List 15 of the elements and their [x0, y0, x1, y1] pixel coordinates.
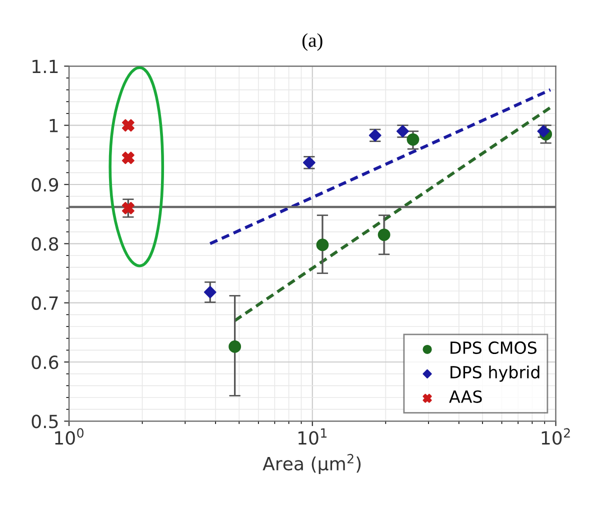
legend-label: DPS hybrid: [450, 366, 540, 382]
y-tick-label: 0.5: [32, 414, 58, 428]
y-tick-label: 0.8: [32, 237, 58, 251]
x-tick-label: 10$^{2}$: [542, 428, 570, 445]
y-tick-label: 0.6: [32, 355, 58, 370]
legend-label: DPS CMOS: [450, 341, 536, 354]
x-axis-title: Area (μm$^{2}$): [262, 454, 361, 474]
chart-title: (a): [302, 33, 322, 51]
y-tick-label: 0.9: [32, 178, 58, 192]
legend-label: AAS: [449, 390, 482, 403]
y-tick-label: 1: [50, 119, 58, 132]
y-tick-label: 0.7: [32, 296, 58, 310]
y-tick-label: 1.1: [32, 60, 58, 74]
x-tick-label: 10$^{0}$: [55, 428, 84, 445]
x-tick-label: 10$^{1}$: [298, 428, 327, 445]
